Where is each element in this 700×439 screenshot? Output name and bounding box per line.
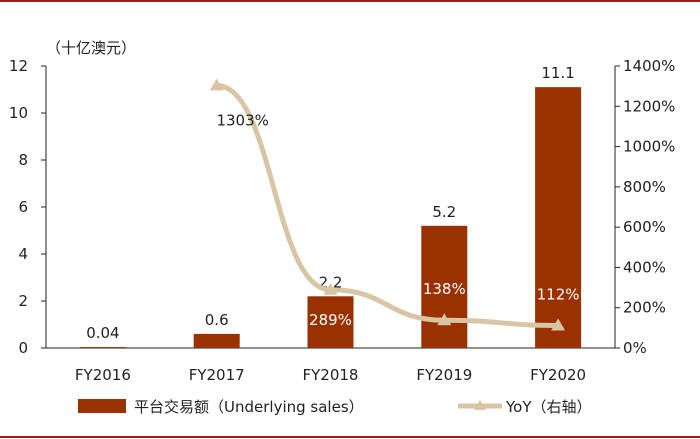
bar (307, 296, 354, 348)
bar (193, 333, 240, 348)
bar-value-label: 0.6 (205, 311, 229, 329)
right-axis-ticks: 0% 200% 400% 600% 800% 1000% 1200% 1400% (615, 57, 675, 357)
x-axis-tick-label: FY2018 (303, 366, 359, 384)
left-axis-ticks: 0 2 4 6 8 10 12 (9, 57, 46, 357)
line-data-labels: 1303% 289% 138% 112% (216, 112, 579, 329)
legend-line-marker (474, 400, 486, 410)
yoy-marker (437, 313, 452, 326)
x-axis-ticks: FY2016 FY2017 FY2018 FY2019 FY2020 (75, 366, 586, 384)
bar-value-label: 0.04 (86, 324, 119, 342)
right-axis-tick-label: 1400% (623, 57, 675, 75)
right-axis-tick-label: 400% (623, 258, 666, 276)
x-axis-tick-label: FY2016 (75, 366, 131, 384)
left-axis-tick-label: 4 (18, 245, 28, 263)
x-axis-tick-label: FY2020 (530, 366, 586, 384)
legend-line-label: YoY（右轴） (505, 398, 592, 416)
bar-value-label: 5.2 (432, 203, 456, 221)
left-axis-tick-label: 12 (9, 57, 28, 75)
right-axis-tick-label: 600% (623, 218, 666, 236)
right-axis-tick-label: 0% (623, 339, 647, 357)
line-series (209, 78, 566, 331)
bar (79, 347, 126, 348)
yoy-line (214, 83, 561, 328)
yoy-value-label: 138% (423, 280, 466, 298)
yoy-value-label: 112% (537, 285, 580, 303)
right-axis-tick-label: 800% (623, 178, 666, 196)
yoy-marker (209, 78, 224, 91)
x-axis-tick-label: FY2019 (416, 366, 472, 384)
legend-bar-label: 平台交易额（Underlying sales） (134, 398, 364, 416)
right-axis-tick-label: 1200% (623, 97, 675, 115)
yoy-marker (323, 282, 338, 295)
right-axis-tick-label: 200% (623, 299, 666, 317)
bar-value-label: 11.1 (541, 64, 574, 82)
left-axis-tick-label: 2 (18, 292, 28, 310)
left-axis-tick-label: 8 (18, 151, 28, 169)
yoy-value-label: 1303% (216, 112, 268, 130)
right-axis-tick-label: 1000% (623, 138, 675, 156)
legend: 平台交易额（Underlying sales） YoY（右轴） (78, 398, 592, 416)
legend-bar-swatch (78, 399, 126, 413)
bar-series (79, 87, 582, 349)
left-axis-tick-label: 0 (18, 339, 28, 357)
bar (535, 87, 582, 349)
x-axis-tick-label: FY2017 (189, 366, 245, 384)
yoy-value-label: 289% (309, 311, 352, 329)
yoy-marker (551, 318, 566, 331)
bar (421, 225, 468, 348)
left-axis-unit-label: （十亿澳元） (46, 39, 136, 57)
left-axis-tick-label: 10 (9, 104, 28, 122)
left-axis-tick-label: 6 (18, 198, 28, 216)
